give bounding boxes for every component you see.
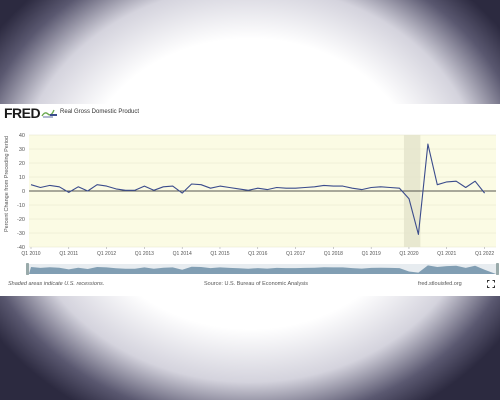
data-point	[342, 185, 344, 187]
data-point	[105, 185, 107, 187]
data-point	[96, 184, 98, 186]
swoosh-icon	[41, 109, 55, 118]
chart-card: 40 30 20 10 0 -10 -20 -30 -40 Q1 2010 Q1 2011 Q1 2…	[0, 104, 500, 296]
data-point	[408, 198, 410, 200]
data-point	[389, 186, 391, 188]
data-point	[39, 186, 41, 188]
data-point	[427, 143, 429, 145]
data-point	[361, 188, 363, 190]
x-tick-label: Q1 2016	[248, 251, 267, 257]
data-point	[323, 184, 325, 186]
data-point	[266, 188, 268, 190]
data-point	[313, 186, 315, 188]
data-point	[228, 186, 230, 188]
x-tick-label: Q1 2017	[286, 251, 305, 257]
data-point	[86, 190, 88, 192]
legend-label: Real Gross Domestic Product	[60, 109, 140, 115]
data-point	[436, 184, 438, 186]
data-point	[257, 187, 259, 189]
y-tick-label: 0	[22, 189, 25, 195]
navigator-handle-left[interactable]	[26, 263, 29, 275]
fullscreen-icon[interactable]	[487, 280, 495, 288]
y-axis-label: Percent Change from Preceding Period	[4, 136, 10, 232]
data-point	[455, 180, 457, 182]
x-tick-label: Q1 2013	[135, 251, 154, 257]
data-point	[209, 187, 211, 189]
x-tick-label: Q1 2019	[362, 251, 381, 257]
data-point	[379, 186, 381, 188]
y-tick-label: -20	[17, 217, 25, 223]
data-point	[351, 187, 353, 189]
data-point	[162, 186, 164, 188]
data-point	[238, 188, 240, 190]
data-point	[30, 184, 32, 186]
data-point	[474, 180, 476, 182]
y-axis-ticks: 40 30 20 10 0 -10 -20 -30 -40	[17, 133, 25, 251]
data-point	[77, 186, 79, 188]
data-point	[446, 181, 448, 183]
x-tick-label: Q1 2010	[21, 251, 40, 257]
x-tick-label: Q1 2015	[210, 251, 229, 257]
x-axis-ticks: Q1 2010 Q1 2011 Q1 2012 Q1 2013 Q1 2014 Q1 20…	[21, 251, 494, 257]
y-tick-label: 10	[19, 175, 25, 181]
data-point	[417, 233, 419, 235]
navigator-handle-right[interactable]	[496, 263, 499, 275]
data-point	[58, 186, 60, 188]
fred-url-link[interactable]: fred.stlouisfed.org	[418, 281, 462, 287]
data-point	[332, 185, 334, 187]
data-point	[464, 186, 466, 188]
data-point	[304, 186, 306, 188]
data-point	[483, 192, 485, 194]
source-note: Source: U.S. Bureau of Economic Analysis	[204, 281, 308, 287]
data-point	[370, 186, 372, 188]
data-point	[247, 189, 249, 191]
y-tick-label: -30	[17, 231, 25, 237]
y-tick-label: 40	[19, 133, 25, 139]
data-point	[115, 188, 117, 190]
data-point	[219, 185, 221, 187]
x-tick-label: Q1 2018	[324, 251, 343, 257]
chart-header: FRED Real Gross Domestic Product	[0, 104, 500, 126]
navigator-series	[29, 265, 496, 274]
data-point	[181, 192, 183, 194]
data-point	[153, 189, 155, 191]
data-point	[285, 187, 287, 189]
range-navigator[interactable]	[26, 263, 499, 275]
y-tick-label: 20	[19, 161, 25, 167]
y-tick-label: -40	[17, 245, 25, 251]
data-point	[49, 184, 51, 186]
data-point	[398, 187, 400, 189]
x-tick-label: Q1 2021	[437, 251, 456, 257]
fred-logo[interactable]: FRED	[4, 105, 41, 121]
x-tick-label: Q1 2022	[475, 251, 494, 257]
y-tick-label: 30	[19, 147, 25, 153]
data-point	[172, 185, 174, 187]
data-point	[68, 191, 70, 193]
x-tick-label: Q1 2020	[399, 251, 418, 257]
data-point	[294, 187, 296, 189]
data-point	[143, 185, 145, 187]
chart-footer: Shaded areas indicate U.S. recessions. S…	[0, 280, 500, 294]
recession-note: Shaded areas indicate U.S. recessions.	[8, 281, 105, 287]
series-line	[30, 143, 486, 235]
data-point	[124, 189, 126, 191]
x-tick-label: Q1 2012	[97, 251, 116, 257]
x-tick-label: Q1 2014	[173, 251, 192, 257]
data-point	[200, 184, 202, 186]
data-point	[134, 189, 136, 191]
y-tick-label: -10	[17, 203, 25, 209]
data-point	[275, 186, 277, 188]
legend-swatch	[50, 114, 57, 116]
series-layer	[30, 143, 486, 235]
x-tick-label: Q1 2011	[59, 251, 78, 257]
data-point	[190, 183, 192, 185]
